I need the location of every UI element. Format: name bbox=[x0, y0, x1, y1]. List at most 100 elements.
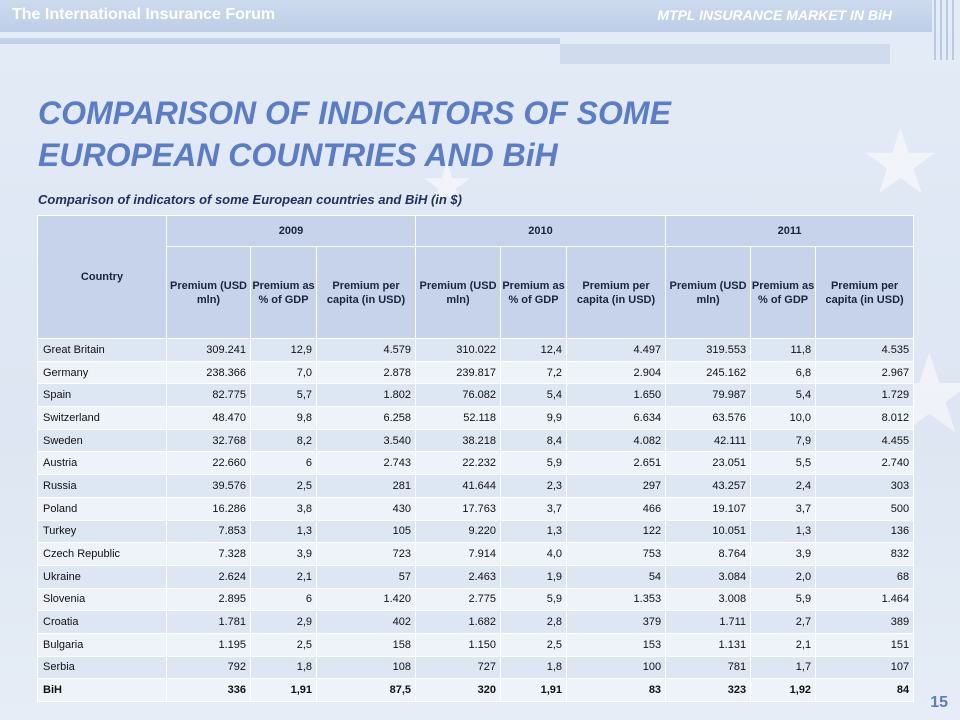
metric-header: Premium (USD mln) bbox=[415, 246, 502, 339]
value-cell: 43.257 bbox=[665, 474, 752, 498]
value-cell: 22.232 bbox=[415, 451, 502, 476]
table-row: Bulgaria 1.195 2,5 158 1.150 2,5 153 1.131 2,1 15… bbox=[37, 632, 915, 657]
decor-line bbox=[940, 0, 942, 60]
value-cell: 1.131 bbox=[665, 632, 752, 657]
value-cell: 320 bbox=[415, 678, 502, 702]
value-cell: 2,5 bbox=[250, 632, 317, 657]
value-cell: 2.878 bbox=[315, 360, 417, 385]
value-cell: 5,9 bbox=[750, 587, 817, 612]
value-cell: 4.535 bbox=[815, 338, 915, 362]
value-cell: 39.576 bbox=[166, 474, 251, 498]
value-cell: 83 bbox=[566, 678, 667, 702]
value-cell: 2,0 bbox=[750, 564, 817, 589]
value-cell: 245.162 bbox=[665, 360, 752, 385]
value-cell: 9.220 bbox=[415, 519, 502, 544]
country-cell: Croatia bbox=[37, 610, 167, 634]
value-cell: 6.634 bbox=[566, 406, 667, 430]
value-cell: 8.012 bbox=[815, 406, 915, 430]
value-cell: 5,4 bbox=[750, 383, 817, 408]
value-cell: 1.650 bbox=[566, 383, 667, 408]
value-cell: 2.740 bbox=[815, 451, 915, 476]
value-cell: 389 bbox=[815, 610, 915, 634]
value-cell: 430 bbox=[315, 496, 417, 521]
value-cell: 1,91 bbox=[250, 678, 317, 702]
star-icon: ★ bbox=[860, 113, 941, 213]
page-title-line2: EUROPEAN COUNTRIES AND BiH bbox=[38, 137, 558, 173]
value-cell: 281 bbox=[315, 474, 417, 498]
table-row: Croatia 1.781 2,9 402 1.682 2,8 379 1.711 2,7 389 bbox=[37, 610, 915, 634]
value-cell: 402 bbox=[315, 610, 417, 634]
value-cell: 238.366 bbox=[166, 360, 251, 385]
value-cell: 9,8 bbox=[250, 406, 317, 430]
value-cell: 379 bbox=[566, 610, 667, 634]
value-cell: 3,9 bbox=[250, 542, 317, 566]
country-cell: Germany bbox=[37, 360, 167, 385]
value-cell: 42.111 bbox=[665, 428, 752, 453]
value-cell: 48.470 bbox=[166, 406, 251, 430]
value-cell: 1,91 bbox=[500, 678, 568, 702]
value-cell: 1,92 bbox=[750, 678, 817, 702]
value-cell: 12,9 bbox=[250, 338, 317, 362]
value-cell: 3,9 bbox=[750, 542, 817, 566]
value-cell: 1,7 bbox=[750, 655, 817, 680]
table-row: Slovenia 2.895 6 1.420 2.775 5,9 1.353 3.008 5,9… bbox=[37, 587, 915, 612]
value-cell: 309.241 bbox=[166, 338, 251, 362]
decor-line bbox=[934, 0, 936, 60]
country-cell: Turkey bbox=[37, 519, 167, 544]
value-cell: 1.195 bbox=[166, 632, 251, 657]
value-cell: 1.802 bbox=[315, 383, 417, 408]
value-cell: 68 bbox=[815, 564, 915, 589]
table-row: BiH 336 1,91 87,5 320 1,91 83 323 1,92 84 bbox=[37, 678, 915, 702]
value-cell: 4.082 bbox=[566, 428, 667, 453]
value-cell: 7,9 bbox=[750, 428, 817, 453]
value-cell: 6 bbox=[250, 451, 317, 476]
table-row: Czech Republic 7.328 3,9 723 7.914 4,0 753 8.76… bbox=[37, 542, 915, 566]
market-title: MTPL INSURANCE MARKET IN BiH bbox=[657, 7, 892, 23]
value-cell: 319.553 bbox=[665, 338, 752, 362]
value-cell: 7.914 bbox=[415, 542, 502, 566]
value-cell: 41.644 bbox=[415, 474, 502, 498]
value-cell: 727 bbox=[415, 655, 502, 680]
table-row: Serbia 792 1,8 108 727 1,8 100 781 1,7 107 bbox=[37, 655, 915, 680]
value-cell: 136 bbox=[815, 519, 915, 544]
value-cell: 310.022 bbox=[415, 338, 502, 362]
country-cell: Switzerland bbox=[37, 406, 167, 430]
country-cell: Serbia bbox=[37, 655, 167, 680]
value-cell: 105 bbox=[315, 519, 417, 544]
value-cell: 1.420 bbox=[315, 587, 417, 612]
value-cell: 2.651 bbox=[566, 451, 667, 476]
value-cell: 2,1 bbox=[250, 564, 317, 589]
value-cell: 753 bbox=[566, 542, 667, 566]
value-cell: 6,8 bbox=[750, 360, 817, 385]
value-cell: 4.455 bbox=[815, 428, 915, 453]
country-cell: Ukraine bbox=[37, 564, 167, 589]
value-cell: 3,8 bbox=[250, 496, 317, 521]
decor-stripe bbox=[560, 44, 890, 64]
year-header: 2010 bbox=[415, 215, 667, 247]
value-cell: 1.150 bbox=[415, 632, 502, 657]
value-cell: 6.258 bbox=[315, 406, 417, 430]
value-cell: 2,8 bbox=[500, 610, 568, 634]
value-cell: 84 bbox=[815, 678, 915, 702]
value-cell: 3.008 bbox=[665, 587, 752, 612]
value-cell: 2.743 bbox=[315, 451, 417, 476]
country-cell: Bulgaria bbox=[37, 632, 167, 657]
value-cell: 1,3 bbox=[250, 519, 317, 544]
value-cell: 2.775 bbox=[415, 587, 502, 612]
table-row: Ukraine 2.624 2,1 57 2.463 1,9 54 3.084 2,0 68 bbox=[37, 564, 915, 589]
value-cell: 2.463 bbox=[415, 564, 502, 589]
country-cell: BiH bbox=[37, 678, 167, 702]
value-cell: 151 bbox=[815, 632, 915, 657]
star-icon: ★ bbox=[420, 151, 474, 218]
value-cell: 8,2 bbox=[250, 428, 317, 453]
value-cell: 1.729 bbox=[815, 383, 915, 408]
country-cell: Great Britain bbox=[37, 338, 167, 362]
value-cell: 79.987 bbox=[665, 383, 752, 408]
value-cell: 38.218 bbox=[415, 428, 502, 453]
value-cell: 1,3 bbox=[750, 519, 817, 544]
value-cell: 2,4 bbox=[750, 474, 817, 498]
metric-header: Premium as % of GDP bbox=[500, 246, 568, 339]
value-cell: 17.763 bbox=[415, 496, 502, 521]
value-cell: 63.576 bbox=[665, 406, 752, 430]
value-cell: 3.084 bbox=[665, 564, 752, 589]
